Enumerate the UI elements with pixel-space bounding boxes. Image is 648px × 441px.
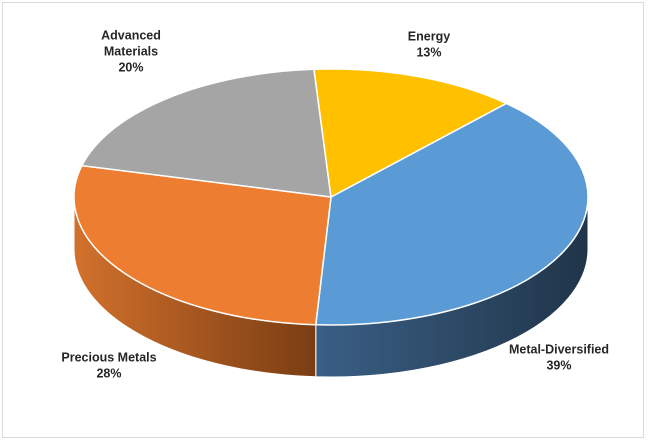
data-label-pct-energy: 13% xyxy=(416,45,441,59)
data-label-pct-precious-metals: 28% xyxy=(96,366,121,380)
pie-labels: Metal-Diversified 39% Precious Metals 28% Ad… xyxy=(61,28,609,380)
pie-slice-precious-metals xyxy=(73,164,332,326)
data-label-name-precious-metals: Precious Metals xyxy=(61,350,156,364)
pie-chart: Metal-Diversified 39% Precious Metals 28% Ad… xyxy=(61,28,609,380)
data-label-pct-metal-diversified: 39% xyxy=(546,358,571,372)
pie-slice-energy xyxy=(313,68,508,199)
data-label-pct-advanced-materials: 20% xyxy=(118,60,143,74)
chart-frame: Metal-Diversified 39% Precious Metals 28% Ad… xyxy=(2,2,644,438)
data-label-name-advanced-materials: Advanced xyxy=(101,28,161,42)
pie-tops xyxy=(73,68,589,326)
data-label-name-metal-diversified: Metal-Diversified xyxy=(509,342,609,356)
pie-slice-advanced-materials xyxy=(80,68,332,198)
data-label-name-advanced-materials: Materials xyxy=(104,44,158,58)
pie-slice-metal-diversified xyxy=(314,102,589,326)
data-label-name-energy: Energy xyxy=(408,29,450,43)
